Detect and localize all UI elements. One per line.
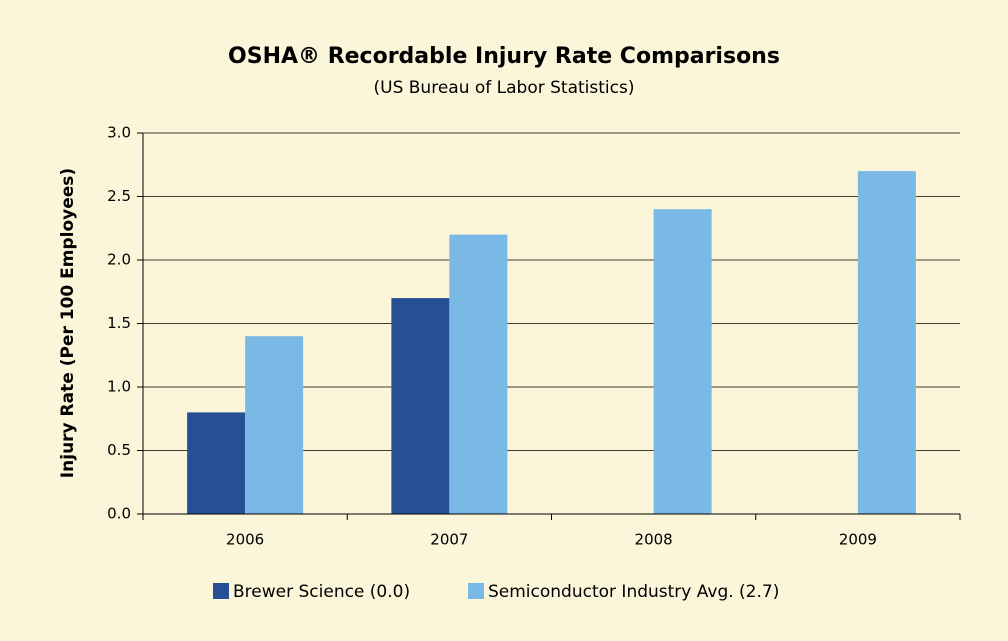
bar — [653, 209, 712, 514]
x-tick-label: 2008 — [635, 531, 673, 549]
y-tick-label: 2.5 — [107, 187, 131, 205]
y-tick-label: 1.5 — [107, 314, 131, 332]
x-tick-label: 2006 — [226, 531, 264, 549]
legend-label: Semiconductor Industry Avg. (2.7) — [488, 582, 779, 602]
bar — [449, 234, 508, 514]
legend-swatch — [213, 583, 229, 599]
bar — [857, 171, 916, 514]
x-tick-label: 2009 — [839, 531, 877, 549]
y-tick-label: 3.0 — [107, 124, 131, 142]
chart-subtitle: (US Bureau of Labor Statistics) — [374, 78, 635, 98]
y-axis-label: Injury Rate (Per 100 Employees) — [58, 168, 78, 478]
y-tick-label: 2.0 — [107, 251, 131, 269]
bar — [245, 336, 304, 514]
x-tick-label: 2007 — [430, 531, 468, 549]
y-tick-label: 0.5 — [107, 441, 131, 459]
bar — [187, 412, 246, 514]
y-tick-label: 0.0 — [107, 505, 131, 523]
legend-label: Brewer Science (0.0) — [233, 582, 410, 602]
chart-title: OSHA® Recordable Injury Rate Comparisons — [228, 44, 780, 69]
bar — [391, 298, 450, 514]
y-tick-label: 1.0 — [107, 378, 131, 396]
legend-swatch — [468, 583, 484, 599]
